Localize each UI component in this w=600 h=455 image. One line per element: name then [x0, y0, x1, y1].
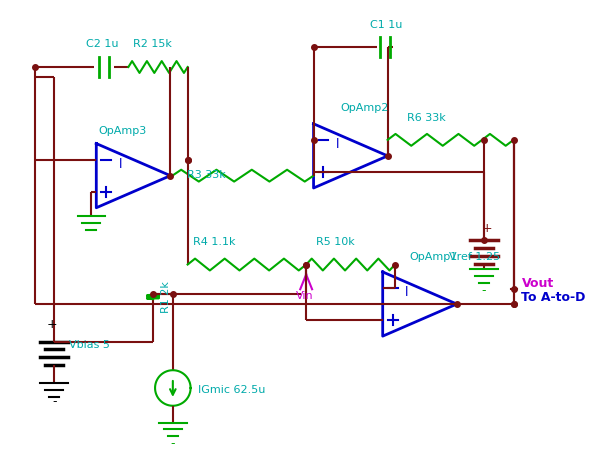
Text: R3 33k: R3 33k — [187, 170, 226, 180]
Text: OpAmp1: OpAmp1 — [410, 252, 458, 262]
Text: IGmic 62.5u: IGmic 62.5u — [197, 385, 265, 395]
Text: Vout: Vout — [521, 277, 554, 290]
Text: OpAmp2: OpAmp2 — [341, 103, 389, 113]
Text: C2 1u: C2 1u — [86, 39, 118, 49]
Text: -: - — [52, 395, 56, 408]
Text: +: + — [46, 318, 57, 331]
Text: +: + — [482, 222, 492, 235]
Text: -: - — [170, 437, 175, 450]
Text: R2 15k: R2 15k — [133, 39, 172, 49]
Text: Vin: Vin — [296, 291, 314, 301]
Text: R1 2k: R1 2k — [161, 281, 171, 313]
Text: l: l — [405, 286, 409, 299]
Text: R6 33k: R6 33k — [407, 113, 446, 123]
Text: l: l — [336, 138, 339, 151]
Text: R5 10k: R5 10k — [316, 237, 355, 247]
Text: OpAmp3: OpAmp3 — [99, 126, 147, 136]
Text: Vbias 5: Vbias 5 — [69, 340, 110, 350]
Text: l: l — [119, 158, 122, 171]
Text: C1 1u: C1 1u — [370, 20, 403, 30]
Text: Vref 1.25: Vref 1.25 — [449, 252, 500, 262]
Text: -: - — [482, 284, 486, 297]
Text: To A-to-D: To A-to-D — [521, 291, 586, 304]
Text: R4 1.1k: R4 1.1k — [193, 237, 235, 247]
